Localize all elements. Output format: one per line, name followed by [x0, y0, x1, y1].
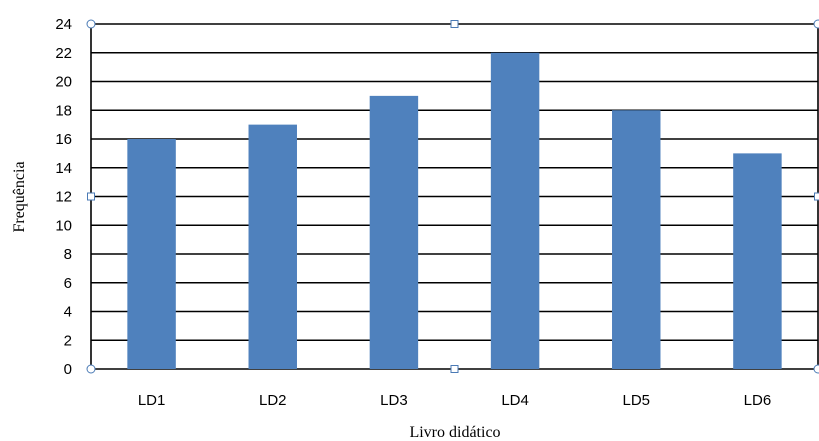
- y-tick-label: 16: [55, 131, 72, 148]
- corner-resize-handle[interactable]: [814, 365, 819, 373]
- y-tick-label: 24: [55, 16, 72, 33]
- side-resize-handle[interactable]: [451, 21, 458, 28]
- x-tick-label: LD4: [501, 392, 529, 409]
- y-tick-label: 0: [64, 361, 72, 378]
- y-tick-label: 18: [55, 102, 72, 119]
- side-resize-handle[interactable]: [451, 366, 458, 373]
- gridlines: [91, 24, 818, 369]
- y-tick-label: 12: [55, 189, 72, 206]
- y-tick-label: 2: [64, 332, 72, 349]
- bar-ld5: [612, 110, 660, 369]
- x-axis-title: Livro didático: [409, 424, 500, 441]
- y-axis-title: Frequência: [11, 161, 28, 232]
- y-tick-label: 14: [55, 160, 72, 177]
- bar-ld2: [249, 125, 297, 369]
- side-resize-handle[interactable]: [815, 193, 819, 200]
- y-tick-label: 8: [64, 246, 72, 263]
- x-tick-label: LD5: [622, 392, 650, 409]
- bar-ld4: [491, 53, 539, 369]
- y-tick-label: 20: [55, 74, 72, 91]
- side-resize-handle[interactable]: [88, 193, 95, 200]
- corner-resize-handle[interactable]: [87, 20, 95, 28]
- bar-ld6: [733, 153, 781, 369]
- y-tick-label: 22: [55, 45, 72, 62]
- corner-resize-handle[interactable]: [814, 20, 819, 28]
- x-tick-label: LD3: [380, 392, 408, 409]
- bars: [127, 53, 781, 369]
- y-tick-label: 6: [64, 275, 72, 292]
- corner-resize-handle[interactable]: [87, 365, 95, 373]
- y-tick-label: 4: [64, 304, 72, 321]
- x-axis-ticks: LD1 LD2 LD3 LD4 LD5 LD6: [138, 392, 771, 409]
- y-tick-label: 10: [55, 217, 72, 234]
- x-tick-label: LD6: [744, 392, 772, 409]
- x-tick-label: LD1: [138, 392, 166, 409]
- x-tick-label: LD2: [259, 392, 287, 409]
- bar-ld1: [127, 139, 175, 369]
- bar-ld3: [370, 96, 418, 369]
